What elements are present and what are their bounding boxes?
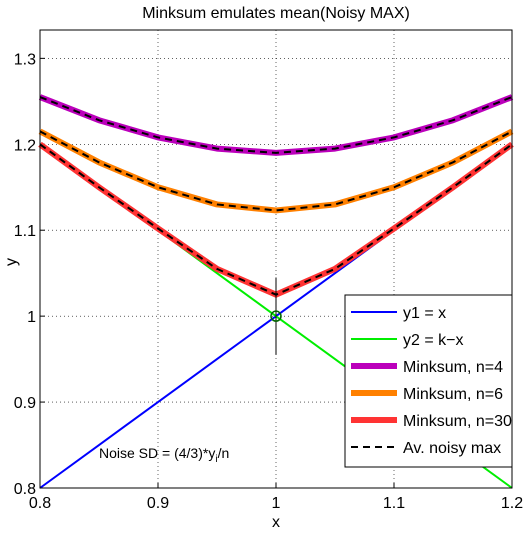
chart-title: Minksum emulates mean(Noisy MAX) xyxy=(142,5,410,22)
annotation-text: Noise SD = (4/3)*y xyxy=(99,445,215,461)
legend-label: Av. noisy max xyxy=(403,440,501,457)
x-tick-label: 1.1 xyxy=(383,495,405,512)
y-axis-label: y xyxy=(3,258,20,266)
marker xyxy=(270,310,282,322)
legend-label: Minksum, n=6 xyxy=(403,386,503,403)
legend-label: y1 = x xyxy=(403,305,446,322)
y-tick-label: 1.1 xyxy=(14,223,36,240)
annotation-subscript: i xyxy=(215,454,217,465)
legend-label: Minksum, n=30 xyxy=(403,413,512,430)
y-tick-label: 1.3 xyxy=(14,51,36,68)
x-axis-label: x xyxy=(272,514,280,531)
x-tick-label: 1.2 xyxy=(501,495,523,512)
legend-label: y2 = k−x xyxy=(403,332,463,349)
x-tick-label: 0.8 xyxy=(29,495,51,512)
annotation: Noise SD = (4/3)*yi/n xyxy=(99,445,229,465)
x-tick-label: 1 xyxy=(272,495,281,512)
y-tick-label: 1.2 xyxy=(14,137,36,154)
y-tick-label: 0.9 xyxy=(14,395,36,412)
dashed-curve xyxy=(39,96,513,154)
y-tick-label: 1 xyxy=(27,309,36,326)
legend-box xyxy=(344,294,513,468)
x-tick-label: 0.9 xyxy=(147,495,169,512)
plot-frame xyxy=(39,29,513,489)
dashed-curve xyxy=(39,130,513,212)
legend-label: Minksum, n=4 xyxy=(403,359,503,376)
y-tick-label: 0.8 xyxy=(14,481,36,498)
annotation-text: /n xyxy=(218,445,230,461)
